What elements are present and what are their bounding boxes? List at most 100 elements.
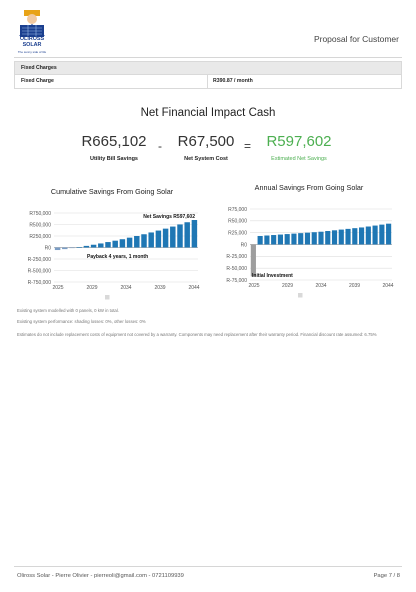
annotation-label: Payback 4 years, 1 month bbox=[87, 254, 148, 260]
bar bbox=[62, 247, 68, 250]
bar bbox=[304, 232, 311, 245]
header-divider bbox=[14, 57, 402, 58]
bar bbox=[352, 228, 358, 245]
bar bbox=[359, 227, 365, 245]
annotation-label: Initial Investment bbox=[252, 273, 293, 279]
bar bbox=[83, 245, 90, 248]
bar bbox=[155, 230, 162, 248]
bar bbox=[148, 232, 154, 248]
note-performance: Existing system performance: shading los… bbox=[17, 319, 146, 324]
y-tick-label: R250,000 bbox=[29, 234, 51, 240]
bar bbox=[345, 228, 351, 245]
bar bbox=[277, 234, 283, 245]
bar bbox=[162, 228, 169, 248]
company-logo bbox=[19, 10, 45, 37]
x-tick-label: 2025 bbox=[52, 285, 63, 291]
bar bbox=[112, 240, 118, 248]
bar bbox=[311, 232, 317, 245]
bar bbox=[257, 235, 263, 245]
bar bbox=[284, 234, 290, 245]
bar bbox=[386, 223, 392, 245]
x-tick-label: 2029 bbox=[282, 283, 293, 289]
bar bbox=[126, 237, 133, 248]
footer-divider bbox=[14, 566, 402, 567]
x-tick-label: 2034 bbox=[120, 285, 131, 291]
footer-contact: Oliross Solar - Pierre Olivier - pierreo… bbox=[17, 573, 184, 579]
bar bbox=[170, 226, 176, 248]
annual-savings-chart: R75,000 R50,000 R25,000 R0 R-25,000 R-50,000 R… bbox=[226, 207, 394, 298]
bar bbox=[331, 230, 338, 245]
note-disclaimer: Estimates do not include replacement cos… bbox=[17, 332, 377, 337]
impact-title: Net Financial Impact Cash bbox=[140, 107, 276, 119]
utility-savings-value: R665,102 bbox=[81, 133, 147, 150]
bar bbox=[298, 233, 304, 245]
x-tick-label: 2039 bbox=[349, 283, 360, 289]
bar bbox=[291, 233, 297, 245]
bar bbox=[177, 224, 183, 248]
bar bbox=[372, 225, 378, 245]
logo-name: OLIROSS SOLAR bbox=[19, 36, 45, 48]
note-panels: Existing system modelled with 0 panels, … bbox=[17, 308, 119, 313]
bar bbox=[119, 239, 126, 248]
bar bbox=[184, 222, 190, 248]
table-row: Fixed Charge R390.87 / month bbox=[15, 75, 401, 88]
annual-chart-title: Annual Savings From Going Solar bbox=[254, 183, 364, 192]
x-tick-label: 2025 bbox=[248, 283, 259, 289]
cumulative-chart-title: Cumulative Savings From Going Solar bbox=[50, 187, 174, 196]
page-number: Page 7 / 8 bbox=[373, 573, 400, 579]
x-tick-label: 2029 bbox=[86, 285, 97, 291]
system-cost-label: Net System Cost bbox=[184, 156, 228, 162]
column-divider bbox=[207, 75, 208, 88]
system-cost-value: R67,500 bbox=[177, 133, 235, 150]
bar bbox=[69, 247, 75, 249]
bar bbox=[98, 243, 104, 248]
utility-savings-label: Utility Bill Savings bbox=[90, 156, 138, 162]
bar bbox=[338, 229, 344, 245]
annotation-label: Net Savings R597,602 bbox=[143, 214, 195, 220]
y-tick-label: R-25,000 bbox=[226, 254, 247, 260]
y-tick-label: R75,000 bbox=[228, 207, 247, 213]
bar bbox=[379, 224, 385, 245]
bar bbox=[54, 247, 61, 251]
y-tick-label: R0 bbox=[45, 245, 52, 251]
equals-sign: = bbox=[244, 139, 252, 153]
bar bbox=[105, 242, 111, 248]
y-tick-label: R750,000 bbox=[29, 211, 51, 217]
y-tick-label: R500,000 bbox=[29, 222, 51, 228]
y-tick-label: R0 bbox=[241, 242, 248, 248]
y-tick-label: R-50,000 bbox=[226, 266, 247, 272]
bar bbox=[141, 234, 147, 248]
x-tick-label: 2034 bbox=[315, 283, 326, 289]
y-tick-label: R-750,000 bbox=[28, 280, 52, 286]
net-savings-label: Estimated Net Savings bbox=[271, 156, 327, 162]
y-tick-label: R50,000 bbox=[228, 219, 247, 225]
y-tick-label: R-250,000 bbox=[28, 257, 52, 263]
bar bbox=[365, 226, 371, 245]
minus-sign: - bbox=[158, 139, 162, 153]
x-tick-label: 2044 bbox=[382, 283, 393, 289]
fixed-charges-table: Fixed Charges Fixed Charge R390.87 / mon… bbox=[14, 61, 402, 89]
bar bbox=[250, 244, 256, 277]
cumulative-savings-chart: R750,000 R500,000 R250,000 R0 R-250,000 R-500… bbox=[28, 211, 200, 300]
bar bbox=[325, 231, 331, 245]
logo-tagline: The sunny side of life bbox=[17, 50, 47, 54]
legend-swatch bbox=[105, 295, 110, 300]
fixed-charges-heading: Fixed Charges bbox=[15, 62, 401, 75]
bar bbox=[191, 220, 198, 248]
bar bbox=[90, 244, 97, 248]
proposal-title: Proposal for Customer bbox=[313, 34, 399, 44]
legend-swatch bbox=[298, 293, 303, 298]
page-header: OLIROSS SOLAR The sunny side of life Pro… bbox=[0, 0, 416, 58]
fixed-charge-value: R390.87 / month bbox=[213, 78, 253, 84]
bar bbox=[134, 236, 140, 248]
bar bbox=[264, 235, 270, 245]
bar bbox=[76, 247, 82, 248]
x-tick-label: 2039 bbox=[154, 285, 165, 291]
y-tick-label: R25,000 bbox=[228, 230, 247, 236]
bar bbox=[271, 235, 277, 245]
net-savings-value: R597,602 bbox=[266, 133, 332, 150]
bar bbox=[318, 231, 324, 245]
x-tick-label: 2044 bbox=[188, 285, 199, 291]
y-tick-label: R-500,000 bbox=[28, 268, 52, 274]
fixed-charge-label: Fixed Charge bbox=[21, 78, 54, 84]
